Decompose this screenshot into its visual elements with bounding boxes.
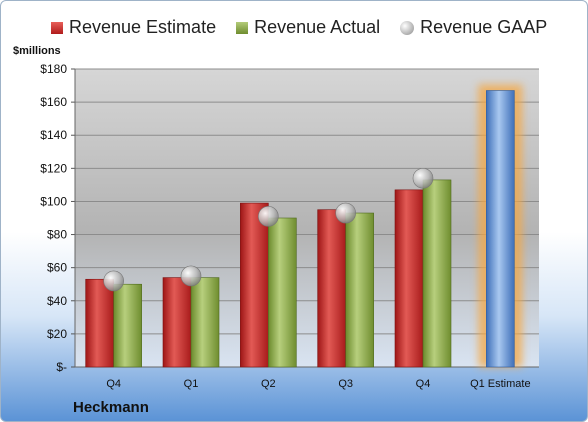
- bar-revenue-estimate: [162, 277, 192, 368]
- x-tick-label: Q3: [338, 378, 353, 390]
- legend-label-estimate: Revenue Estimate: [69, 17, 217, 37]
- bar-revenue-actual: [345, 212, 374, 368]
- x-tick-label: Q4: [106, 378, 121, 390]
- x-tick-label: Q1: [184, 378, 199, 390]
- y-tick-label: $120: [40, 161, 67, 175]
- legend: Revenue Estimate Revenue Actual Revenue …: [51, 17, 547, 38]
- company-name: Heckmann: [73, 399, 149, 416]
- x-tick-label: Q2: [261, 378, 276, 390]
- legend-swatch-actual: [236, 21, 249, 34]
- bar-revenue-estimate: [85, 278, 114, 368]
- y-tick-label: $100: [40, 194, 67, 208]
- marker-revenue-gaap: [258, 206, 279, 227]
- y-tick-label: $180: [40, 62, 67, 76]
- bar-revenue-actual: [190, 277, 220, 368]
- bar-revenue-estimate: [394, 189, 424, 368]
- y-tick-label: $40: [47, 294, 67, 308]
- marker-revenue-gaap: [103, 270, 124, 292]
- legend-item-actual: Revenue Actual: [236, 17, 380, 38]
- marker-revenue-gaap: [412, 167, 434, 189]
- marker-revenue-gaap: [180, 265, 202, 287]
- legend-item-gaap: Revenue GAAP: [400, 17, 547, 38]
- x-tick-label: Q1 Estimate: [470, 378, 531, 390]
- legend-label-gaap: Revenue GAAP: [420, 17, 548, 37]
- x-tick-label: Q4: [416, 378, 431, 390]
- bar-revenue-estimate: [317, 209, 346, 368]
- legend-item-estimate: Revenue Estimate: [51, 17, 216, 38]
- bar-revenue-estimate: [240, 202, 269, 368]
- y-tick-label: $20: [47, 327, 67, 341]
- y-tick-label: $160: [40, 95, 67, 109]
- bar-revenue-actual: [113, 283, 142, 368]
- y-tick-label: $80: [47, 228, 67, 242]
- marker-revenue-gaap: [335, 202, 356, 224]
- y-tick-label: $-: [56, 360, 67, 374]
- bar-revenue-actual: [422, 179, 452, 368]
- plot-area: [75, 69, 539, 367]
- legend-swatch-estimate: [51, 21, 63, 34]
- legend-label-actual: Revenue Actual: [254, 17, 381, 37]
- y-axis-unit-label: $millions: [13, 45, 61, 57]
- bar-revenue-actual: [268, 217, 297, 368]
- bar-projected-revenue: [486, 90, 515, 368]
- y-tick-label: $60: [47, 261, 67, 275]
- legend-marker-gaap: [400, 20, 415, 35]
- y-tick-label: $140: [40, 128, 67, 142]
